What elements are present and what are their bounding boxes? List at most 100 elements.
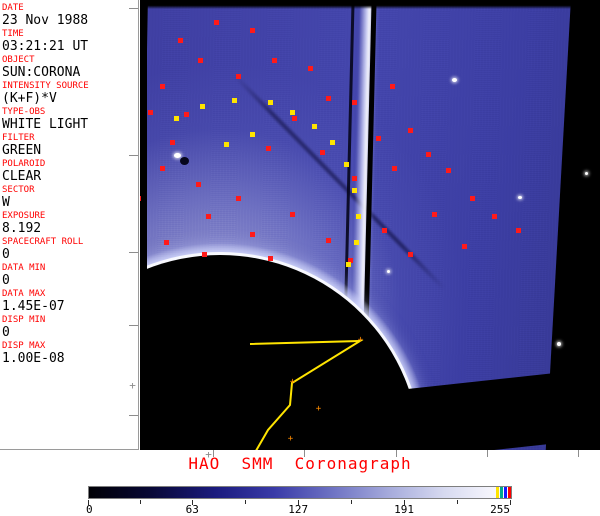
field-label: SPACECRAFT ROLL (2, 237, 84, 247)
ruler-tick (129, 155, 138, 156)
ruler-tick (129, 325, 138, 326)
marker-red (516, 228, 521, 233)
field-value: W (2, 195, 10, 210)
marker-red (160, 84, 165, 89)
marker-yellow (200, 104, 205, 109)
marker-yellow (356, 214, 361, 219)
colorbar-tick (404, 500, 406, 505)
marker-red (320, 150, 325, 155)
colorbar-tick-label: 63 (185, 503, 199, 516)
field-label: EXPOSURE (2, 211, 46, 221)
metadata-field: EXPOSURE 8.192 (2, 211, 138, 236)
marker-red (178, 38, 183, 43)
marker-red (426, 152, 431, 157)
marker-red (392, 166, 397, 171)
colorbar-tick-label: 255 (490, 503, 510, 516)
marker-red (326, 96, 331, 101)
marker-yellow (174, 116, 179, 121)
marker-red (492, 214, 497, 219)
marker-crosshair (289, 380, 296, 387)
field-value: 0 (2, 325, 10, 340)
coronagraph-image[interactable] (140, 0, 600, 450)
field-label: DATA MIN (2, 263, 46, 273)
field-value: 0 (2, 273, 10, 288)
marker-red (446, 168, 451, 173)
bright-star (452, 78, 457, 82)
marker-red (250, 28, 255, 33)
marker-red (390, 84, 395, 89)
bright-star (518, 196, 522, 199)
marker-red (326, 238, 331, 243)
dark-spot (180, 157, 189, 165)
field-value: SUN:CORONA (2, 65, 81, 80)
colorbar-tick (88, 500, 89, 505)
marker-yellow (344, 162, 349, 167)
field-value: 8.192 (2, 221, 42, 236)
field-label: TIME (2, 29, 24, 39)
marker-crosshair (287, 437, 294, 444)
marker-yellow (330, 140, 335, 145)
marker-red (408, 252, 413, 257)
field-label: OBJECT (2, 55, 35, 65)
metadata-field: POLAROID CLEAR (2, 159, 138, 184)
marker-red (462, 244, 467, 249)
marker-red (292, 116, 297, 121)
metadata-field: INTENSITY SOURCE (K+F)*V (2, 81, 138, 106)
page-title: HAO SMM Coronagraph (188, 454, 412, 473)
field-value: 03:21:21 UT (2, 39, 89, 54)
metadata-field: DISP MAX 1.00E-08 (2, 341, 138, 366)
ruler-tick (129, 415, 138, 416)
field-value: (K+F)*V (2, 91, 57, 106)
marker-red (272, 58, 277, 63)
metadata-field: FILTER GREEN (2, 133, 138, 158)
marker-yellow (268, 100, 273, 105)
bright-star (557, 342, 561, 346)
colorbar-gradient[interactable] (88, 486, 512, 499)
bright-star (387, 270, 390, 273)
marker-red (382, 228, 387, 233)
frame-mask-top (140, 0, 600, 9)
marker-yellow (346, 262, 351, 267)
marker-yellow (290, 110, 295, 115)
metadata-field: DATA MAX 1.45E-07 (2, 289, 138, 314)
colorbar-tick (510, 500, 511, 505)
marker-red (148, 110, 153, 115)
ruler-tick (487, 450, 488, 457)
ruler-tick (578, 450, 579, 457)
marker-red (198, 58, 203, 63)
marker-red (202, 252, 207, 257)
frame-mask-left (140, 0, 147, 450)
marker-yellow (250, 132, 255, 137)
field-label: INTENSITY SOURCE (2, 81, 89, 91)
colorbar[interactable]: 0 63 127 191 255 (86, 486, 512, 516)
field-value: 23 Nov 1988 (2, 13, 89, 28)
ruler-tick (396, 450, 397, 457)
field-label: TYPE-OBS (2, 107, 46, 117)
colorbar-flag (495, 487, 499, 498)
marker-red (408, 128, 413, 133)
marker-red (470, 196, 475, 201)
marker-red (250, 232, 255, 237)
marker-yellow (354, 240, 359, 245)
ruler-tick (129, 8, 138, 9)
image-panel[interactable] (140, 0, 600, 450)
field-label: DISP MAX (2, 341, 46, 351)
bottom-ruler (0, 450, 600, 462)
colorbar-tick (192, 500, 194, 505)
marker-red (236, 74, 241, 79)
field-value: WHITE LIGHT (2, 117, 89, 132)
marker-red (196, 182, 201, 187)
marker-red (236, 196, 241, 201)
field-label: POLAROID (2, 159, 46, 169)
field-value: 0 (2, 247, 10, 262)
ruler-crosshair (128, 381, 137, 390)
ruler-tick (213, 450, 214, 457)
marker-red (348, 258, 353, 263)
colorbar-tick-label: 127 (288, 503, 309, 516)
metadata-field: OBJECT SUN:CORONA (2, 55, 138, 80)
ruler-tick (304, 450, 305, 457)
metadata-field: SECTOR W (2, 185, 138, 210)
metadata-field: TYPE-OBS WHITE LIGHT (2, 107, 138, 132)
marker-yellow (224, 142, 229, 147)
